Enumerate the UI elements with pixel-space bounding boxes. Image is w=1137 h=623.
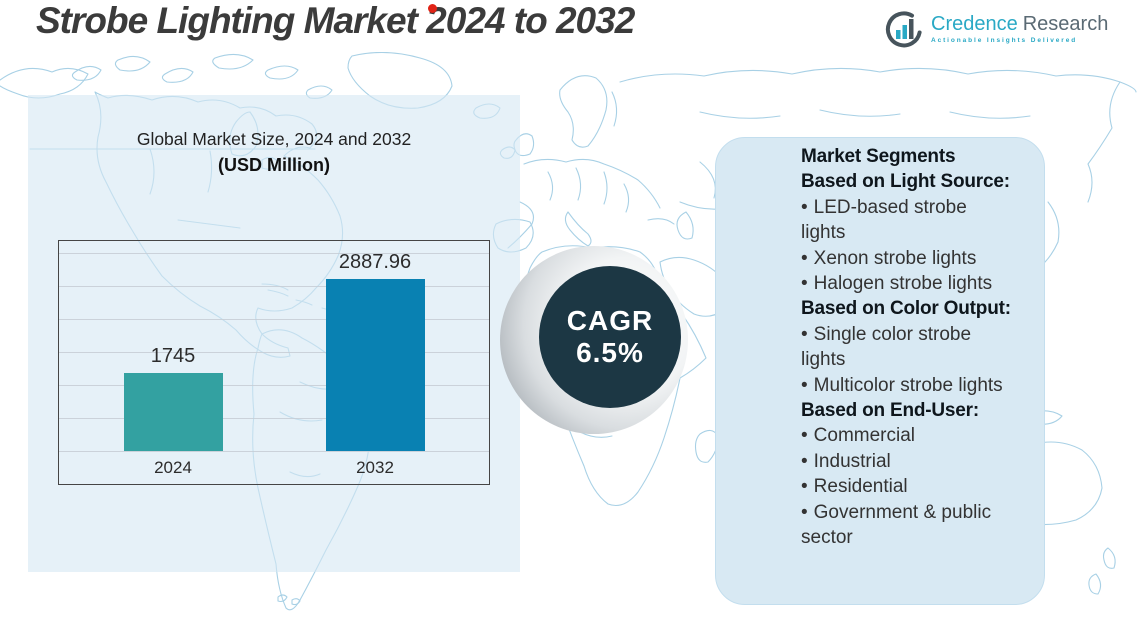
page-title: Strobe Lighting Market 2024 to 2032 <box>36 0 635 41</box>
bullet-icon: • <box>801 247 808 269</box>
gridline-800 <box>59 451 489 452</box>
segment-item-label: LED-based strobe lights <box>801 196 967 244</box>
segment-item-label: Single color strobe lights <box>801 323 972 371</box>
bullet-icon: • <box>801 501 808 523</box>
bullet-icon: • <box>801 374 808 396</box>
segment-item-label: Industrial <box>813 450 891 472</box>
section-heading-end-user: Based on End-User: <box>801 400 979 422</box>
segment-item: • Xenon strobe lights <box>801 246 1006 271</box>
bar-value-2032: 2887.96 <box>338 250 412 273</box>
cagr-value: 6.5% <box>576 337 644 368</box>
segment-item: • Industrial <box>801 449 1006 474</box>
brand-tagline: Actionable Insights Delivered <box>931 36 1078 44</box>
bar-value-2024: 1745 <box>150 345 196 368</box>
segment-item: • Single color strobe lights <box>801 322 1006 373</box>
cagr-label: CAGR <box>566 305 654 336</box>
brand-name: Credence Research <box>931 13 1108 35</box>
segment-item: • Multicolor strobe lights <box>801 373 1006 398</box>
segment-item-label: Halogen strobe lights <box>813 273 993 295</box>
brand-name-primary: Credence <box>931 12 1018 35</box>
section-heading-light-source: Based on Light Source: <box>801 171 1010 193</box>
bullet-icon: • <box>801 323 808 345</box>
brand-name-secondary: Research <box>1022 12 1109 35</box>
bullet-icon: • <box>801 196 808 218</box>
segment-item: • Halogen strobe lights <box>801 271 1006 296</box>
gridline-1200 <box>59 418 489 419</box>
x-axis-label-2024: 2024 <box>154 458 192 477</box>
segment-item: • Residential <box>801 474 1006 499</box>
gridline-2000 <box>59 352 489 353</box>
segments-title: Market Segments <box>801 146 956 167</box>
cagr-badge: CAGR 6.5% <box>539 266 681 408</box>
logo-text: Credence Research Actionable Insights Del… <box>931 13 1108 44</box>
chart-backdrop-panel <box>28 95 520 572</box>
section-heading-color-output: Based on Color Output: <box>801 298 1011 320</box>
bar-chart: 1745 2024 2887.96 2032 <box>58 240 490 485</box>
bar-2032 <box>325 278 425 451</box>
chart-title: Global Market Size, 2024 and 2032 (USD M… <box>58 126 490 178</box>
segment-item-label: Xenon strobe lights <box>813 247 977 269</box>
bar-2024 <box>123 373 223 451</box>
segment-item: • Government & public sector <box>801 500 1006 551</box>
logo-bar-chart-icon <box>885 11 922 48</box>
bullet-icon: • <box>801 450 808 472</box>
segment-item-label: Residential <box>813 476 908 498</box>
bar-chart-plot-area: 1745 2024 2887.96 2032 <box>59 241 489 484</box>
gridline-2400 <box>59 319 489 320</box>
chart-title-line2: (USD Million) <box>218 155 330 175</box>
credence-research-logo: Credence Research Actionable Insights Del… <box>884 8 1108 48</box>
bullet-icon: • <box>801 273 808 295</box>
segment-item-label: Government & public sector <box>801 501 992 549</box>
gridline-2800 <box>59 286 489 287</box>
x-axis-label-2032: 2032 <box>356 458 394 477</box>
segment-item: • LED-based strobe lights <box>801 195 1006 246</box>
bullet-icon: • <box>801 425 808 447</box>
red-dot-accent <box>428 4 437 13</box>
segment-item-label: Multicolor strobe lights <box>813 374 1003 396</box>
chart-title-line1: Global Market Size, 2024 and 2032 <box>136 129 412 149</box>
segment-item: • Commercial <box>801 423 1006 448</box>
gridline-1600 <box>59 385 489 386</box>
gridline-3200 <box>59 253 489 254</box>
bullet-icon: • <box>801 476 808 498</box>
market-segments-panel: Market Segments Based on Light Source: •… <box>715 137 1045 605</box>
segment-item-label: Commercial <box>813 425 916 447</box>
